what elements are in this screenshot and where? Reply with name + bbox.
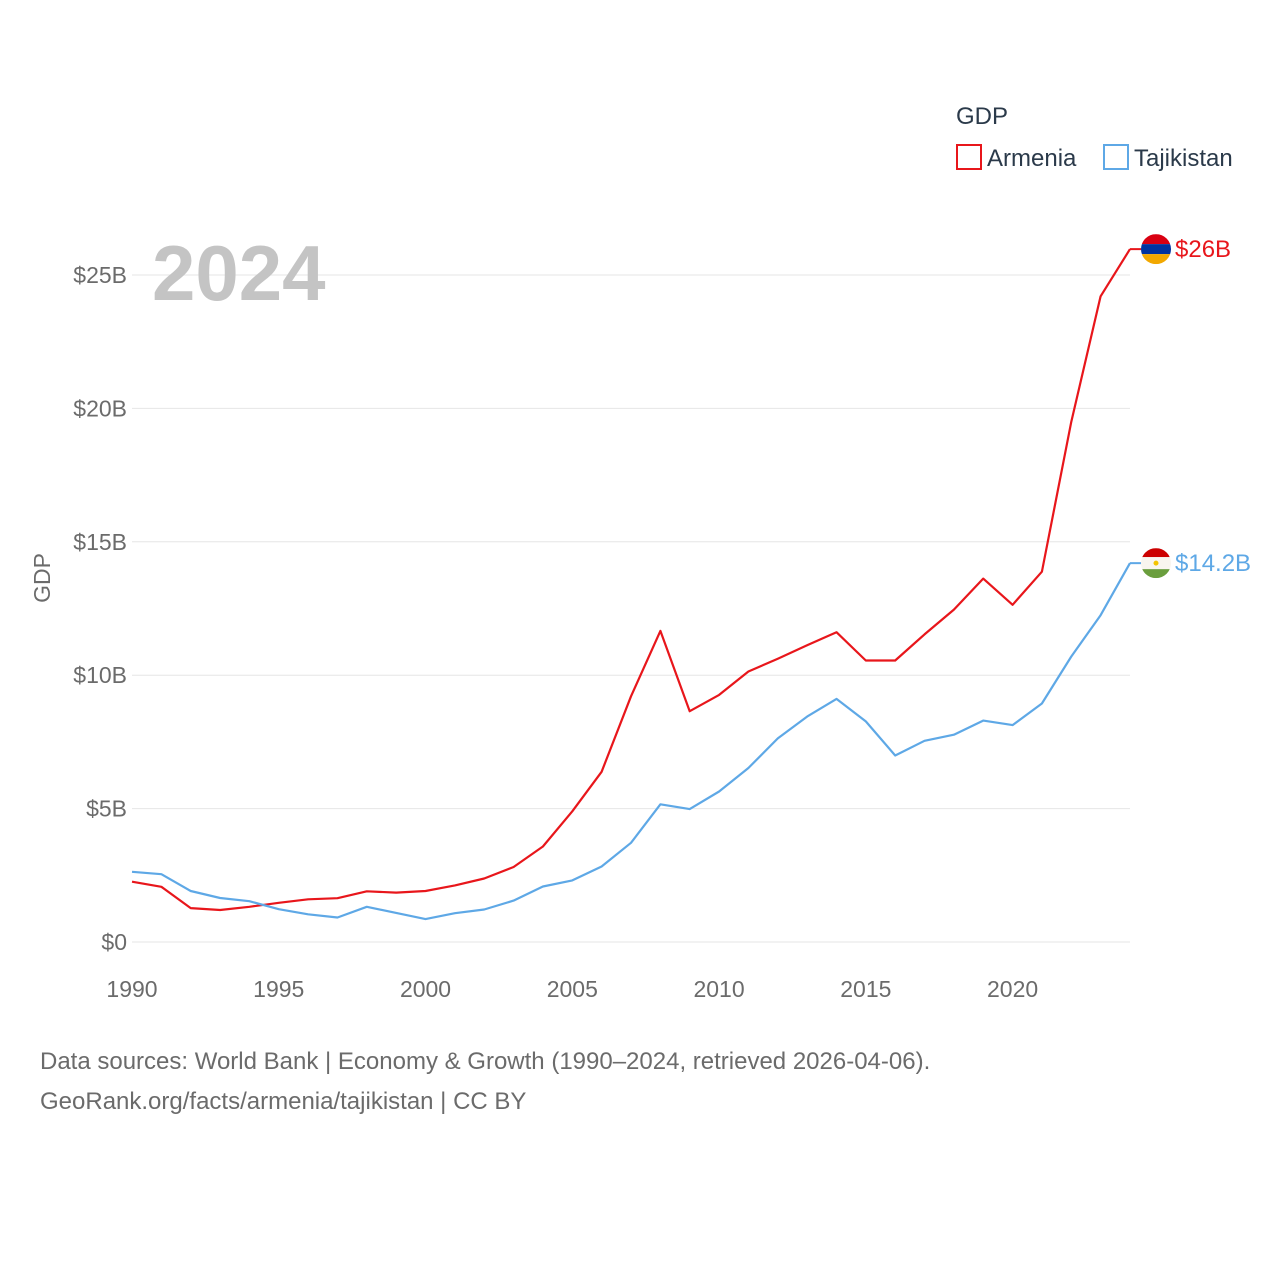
x-tick-label: 2015 — [840, 976, 891, 1002]
year-label: 2024 — [152, 229, 326, 317]
x-tick-label: 2005 — [547, 976, 598, 1002]
footer-line-credit: GeoRank.org/facts/armenia/tajikistan | C… — [40, 1088, 527, 1115]
armenia-end-marker: $26B — [1130, 234, 1231, 265]
legend-item-tajikistan[interactable]: Tajikistan — [1103, 144, 1233, 172]
tajikistan-end-marker: $14.2B — [1130, 548, 1251, 579]
y-tick-label: $5B — [86, 796, 127, 822]
legend-title: GDP — [956, 103, 1008, 130]
grid-lines — [132, 274, 1130, 943]
y-tick-label: $0 — [101, 929, 127, 955]
armenia-end-label: $26B — [1175, 236, 1231, 263]
legend-swatch-tajikistan — [1103, 144, 1129, 170]
legend-label-tajikistan: Tajikistan — [1134, 145, 1233, 172]
y-axis-ticks: $0 $5B $10B $15B $20B $25B — [73, 262, 127, 955]
x-axis-ticks: 1990 1995 2000 2005 2010 2015 2020 — [106, 976, 1038, 1002]
armenia-flag-icon — [1141, 234, 1171, 265]
x-tick-label: 2000 — [400, 976, 451, 1002]
x-tick-label: 1990 — [106, 976, 157, 1002]
legend-label-armenia: Armenia — [987, 145, 1077, 172]
y-axis-label: GDP — [29, 553, 55, 603]
footer-sources: Data sources: World Bank | Economy & Gro… — [40, 1042, 930, 1122]
y-tick-label: $15B — [73, 529, 127, 555]
tajikistan-end-label: $14.2B — [1175, 550, 1251, 577]
y-tick-label: $25B — [73, 262, 127, 288]
legend-item-armenia[interactable]: Armenia — [956, 144, 1077, 172]
gdp-line-chart: $0 $5B $10B $15B $20B $25B 1990 1995 2000 2005 20… — [29, 103, 1251, 1002]
x-tick-label: 2020 — [987, 976, 1038, 1002]
legend: GDP Armenia Tajikistan — [956, 103, 1233, 172]
x-tick-label: 2010 — [693, 976, 744, 1002]
legend-swatch-armenia — [956, 144, 982, 170]
footer-line-sources: Data sources: World Bank | Economy & Gro… — [40, 1048, 931, 1075]
x-tick-label: 1995 — [253, 976, 304, 1002]
series-lines — [131, 248, 1131, 921]
tajikistan-flag-icon — [1141, 548, 1171, 579]
series-line-tajikistan — [131, 562, 1131, 921]
y-tick-label: $20B — [73, 395, 127, 421]
y-tick-label: $10B — [73, 662, 127, 688]
series-line-armenia — [131, 248, 1131, 912]
